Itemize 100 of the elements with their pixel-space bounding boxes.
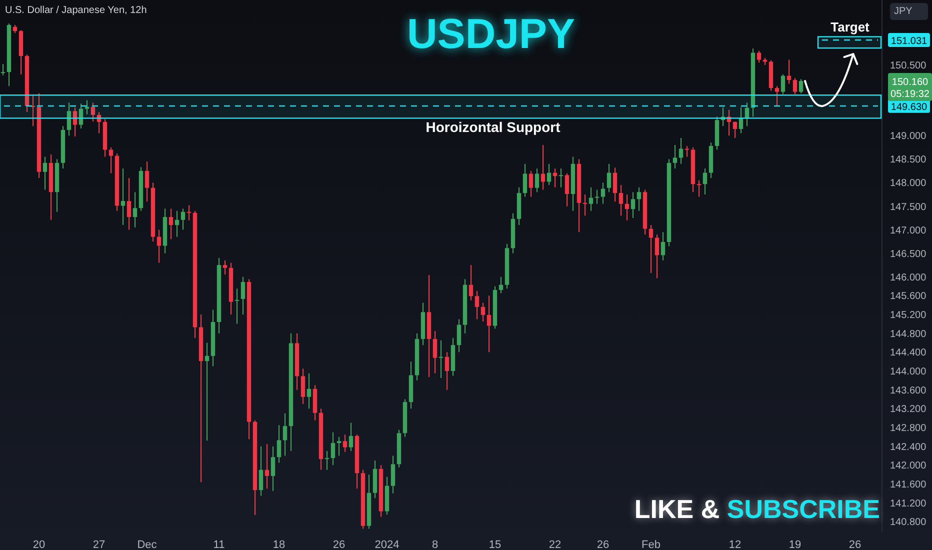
y-tick-label: 145.200: [890, 310, 927, 322]
ref-line-label: 149.630: [890, 102, 928, 113]
x-tick-label: 11: [213, 538, 225, 550]
y-tick-label: 142.800: [890, 423, 927, 434]
candlestick: [606, 163, 612, 193]
candlestick: [474, 290, 480, 320]
candlestick: [594, 189, 600, 204]
x-tick-label: 8: [432, 538, 438, 550]
candlestick: [732, 120, 738, 138]
y-tick-label: 142.400: [890, 442, 927, 453]
candlestick: [486, 295, 492, 353]
y-tick-label: 140.800: [890, 517, 927, 528]
x-tick-label: 2024: [374, 538, 400, 550]
candlestick: [600, 182, 606, 204]
band-label: Horoizontal Support: [426, 119, 561, 136]
candlestick: [684, 145, 690, 158]
candlestick: [564, 172, 570, 207]
y-tick-label: 146.500: [890, 248, 927, 260]
candlestick: [798, 78, 804, 94]
y-tick-label: 146.000: [890, 272, 927, 284]
candlestick: [582, 194, 588, 216]
candlestick: [390, 455, 396, 494]
candlestick: [480, 302, 486, 322]
y-tick-label: 144.400: [890, 348, 927, 359]
y-axis-title: JPY: [890, 3, 928, 20]
band-label: Target: [830, 20, 870, 35]
text: 150.160: [892, 76, 929, 88]
candlestick: [336, 436, 342, 456]
y-tick-label: 141.200: [890, 498, 927, 510]
candlestick: [72, 106, 78, 138]
candlestick: [636, 186, 642, 212]
candlestick: [744, 102, 750, 127]
candlestick: [42, 156, 48, 190]
candlestick: [660, 232, 666, 261]
candlestick: [204, 342, 210, 442]
text: 05:19:32: [890, 88, 930, 100]
candlestick: [546, 163, 552, 186]
candlestick: [0, 64, 6, 76]
y-tick-label: 144.800: [890, 328, 927, 340]
x-tick-label: 26: [848, 538, 862, 550]
y-tick-label: 143.600: [890, 385, 927, 396]
candlestick: [300, 368, 306, 404]
y-tick-label: 147.000: [890, 225, 927, 236]
candlestick: [330, 432, 336, 466]
candlestick: [276, 424, 282, 464]
candlestick: [696, 180, 702, 198]
y-tick-label: 147.500: [890, 202, 927, 213]
candlestick: [282, 412, 288, 456]
x-tick-label: 20: [32, 538, 46, 550]
candlestick: [528, 170, 534, 198]
candlestick: [792, 78, 798, 95]
candlestick: [174, 210, 180, 238]
candlestick: [240, 276, 246, 315]
x-tick-label: 26: [596, 538, 610, 550]
candlestick: [222, 260, 228, 275]
ref-line-label: 151.031: [890, 36, 928, 47]
y-tick-label: 150.500: [890, 60, 927, 72]
x-tick-label: 27: [92, 538, 106, 550]
candlestick: [702, 168, 708, 195]
candlestick: [126, 177, 132, 230]
candlestick: [780, 74, 786, 95]
x-tick-label: 22: [548, 538, 562, 550]
candlestick: [96, 112, 102, 134]
candlestick: [534, 168, 540, 193]
candlestick: [84, 100, 90, 115]
candlestick: [654, 234, 660, 279]
candlestick: [630, 192, 636, 218]
candlestick: [738, 106, 744, 134]
candlestick: [234, 288, 240, 324]
candlestick: [672, 144, 678, 170]
x-tick-label: 15: [488, 538, 502, 550]
candlestick: [108, 146, 114, 174]
candlestick: [348, 422, 354, 452]
candlestick: [498, 276, 504, 294]
candlestick: [774, 86, 780, 107]
candlestick: [588, 186, 594, 212]
candlestick: [168, 208, 174, 240]
candlestick: [324, 450, 330, 470]
candlestick: [444, 352, 450, 390]
candlestick: [678, 137, 684, 164]
candlestick: [186, 204, 192, 221]
y-tick-label: 149.000: [890, 131, 927, 142]
annotation: LIKE & SUBSCRIBE: [634, 494, 880, 524]
y-tick-label: 143.200: [890, 404, 927, 416]
candlestick: [618, 184, 624, 216]
y-tick-label: 142.000: [890, 460, 927, 472]
x-tick-label: 19: [788, 538, 802, 550]
candlestick: [522, 163, 528, 198]
y-tick-label: 145.600: [890, 291, 927, 302]
x-tick-label: 12: [728, 538, 742, 550]
y-tick-label: 144.000: [890, 366, 927, 378]
candlestick: [120, 168, 126, 226]
y-tick-label: 148.500: [890, 154, 927, 166]
candlestick: [90, 102, 96, 122]
candlestick: [306, 372, 312, 410]
candlestick: [786, 59, 792, 84]
candlestick: [612, 167, 618, 202]
candlestick: [156, 229, 162, 264]
candlestick: [432, 330, 438, 374]
x-tick-label: 26: [332, 538, 346, 550]
